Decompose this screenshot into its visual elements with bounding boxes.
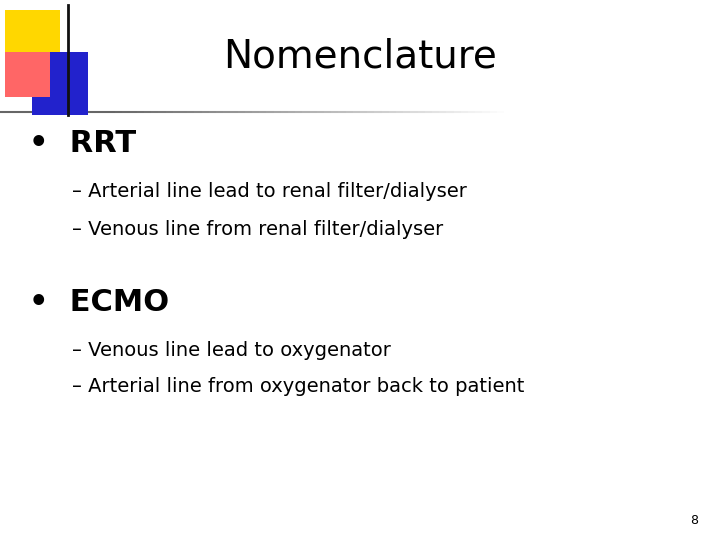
Text: – Arterial line from oxygenator back to patient: – Arterial line from oxygenator back to … [72, 376, 524, 396]
Bar [5, 52, 50, 97]
Bar [5, 10, 60, 68]
Text: Nomenclature: Nomenclature [223, 38, 497, 76]
Text: 8: 8 [690, 514, 698, 526]
Text: •  RRT: • RRT [29, 129, 136, 158]
Text: •  ECMO: • ECMO [29, 288, 169, 317]
Text: – Venous line from renal filter/dialyser: – Venous line from renal filter/dialyser [72, 220, 444, 239]
Text: – Venous line lead to oxygenator: – Venous line lead to oxygenator [72, 341, 391, 361]
Bar [32, 52, 88, 115]
Text: – Arterial line lead to renal filter/dialyser: – Arterial line lead to renal filter/dia… [72, 182, 467, 201]
